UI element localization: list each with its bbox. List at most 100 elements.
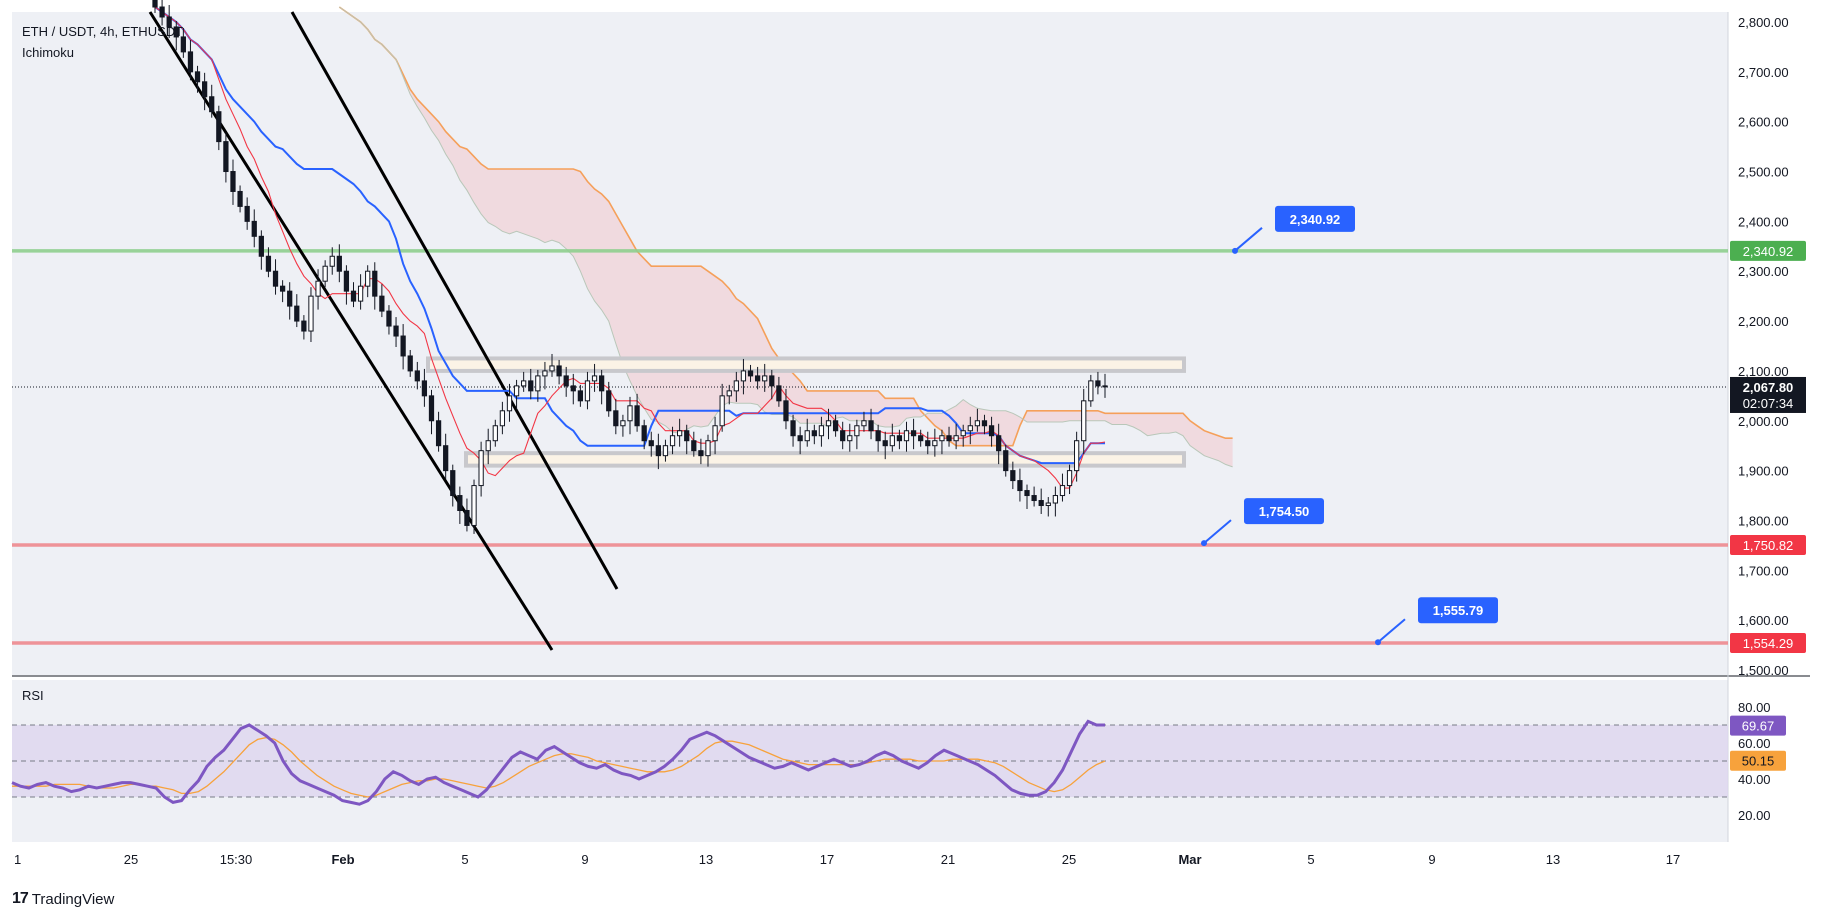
candle-body bbox=[896, 435, 903, 442]
candle-body bbox=[336, 255, 342, 272]
candle-body bbox=[1081, 400, 1087, 442]
candle bbox=[258, 230, 264, 270]
candle bbox=[832, 414, 839, 437]
candle-body bbox=[1038, 500, 1044, 507]
candle-body bbox=[925, 440, 931, 447]
rsi-tick: 40.00 bbox=[1738, 772, 1771, 787]
candle bbox=[684, 424, 690, 455]
candle bbox=[308, 287, 314, 343]
candle bbox=[677, 418, 683, 447]
time-tick: 9 bbox=[581, 852, 588, 867]
candle-body bbox=[343, 270, 350, 292]
candle bbox=[868, 408, 874, 440]
candle-body bbox=[875, 430, 881, 442]
candle bbox=[797, 426, 803, 455]
price-tick: 1,500.00 bbox=[1738, 663, 1789, 678]
candle bbox=[740, 358, 747, 395]
candle bbox=[301, 315, 307, 340]
indicator-label[interactable]: Ichimoku bbox=[22, 45, 75, 60]
candle bbox=[705, 434, 711, 467]
candle-body bbox=[974, 420, 981, 427]
candle-body bbox=[357, 285, 364, 302]
price-tick: 2,800.00 bbox=[1738, 15, 1789, 30]
callout-box bbox=[1418, 597, 1498, 624]
candle bbox=[634, 393, 640, 432]
candle bbox=[528, 368, 534, 400]
candle bbox=[272, 259, 279, 295]
candle-body bbox=[648, 440, 654, 447]
candle-body bbox=[627, 405, 633, 422]
candle bbox=[620, 414, 626, 437]
rsi-label[interactable]: RSI bbox=[22, 688, 44, 703]
candle-body bbox=[577, 390, 584, 402]
candle bbox=[1102, 373, 1108, 398]
callout-dot bbox=[1201, 540, 1207, 547]
candle bbox=[613, 398, 619, 435]
candle-body bbox=[584, 380, 591, 402]
candle bbox=[733, 371, 739, 402]
candle bbox=[457, 486, 463, 524]
candle bbox=[577, 384, 584, 407]
candle bbox=[932, 428, 938, 457]
candle bbox=[747, 364, 754, 382]
channel-upper bbox=[290, 11, 619, 590]
candle bbox=[230, 159, 236, 205]
candle bbox=[648, 431, 654, 457]
candle-body bbox=[287, 290, 293, 307]
callout-box bbox=[1275, 205, 1355, 232]
candle bbox=[1095, 371, 1101, 395]
candle-body bbox=[421, 380, 428, 397]
candle bbox=[712, 416, 718, 455]
candle-body bbox=[762, 375, 768, 382]
candle bbox=[861, 411, 867, 432]
callout: 1,754.50 bbox=[1201, 498, 1324, 547]
time-tick: 13 bbox=[1546, 852, 1560, 867]
candle bbox=[776, 376, 782, 407]
candle bbox=[216, 105, 222, 151]
candle-body bbox=[414, 370, 420, 382]
candle-body bbox=[407, 355, 413, 372]
candle bbox=[443, 433, 449, 480]
candle-body bbox=[882, 440, 888, 447]
candle bbox=[783, 388, 789, 430]
candle bbox=[563, 366, 569, 397]
rsi-tick: 20.00 bbox=[1738, 808, 1771, 823]
candle-body bbox=[173, 26, 179, 38]
candle bbox=[471, 479, 477, 534]
rsi-tick: 60.00 bbox=[1738, 736, 1771, 751]
candle-body bbox=[726, 390, 732, 397]
rsi-panel: 80.00 60.00 40.00 20.00 69.67 50.15 bbox=[11, 700, 1786, 823]
price-tick: 1,700.00 bbox=[1738, 563, 1789, 578]
candle bbox=[202, 72, 208, 111]
candle bbox=[591, 363, 598, 392]
time-tick: Feb bbox=[331, 852, 354, 867]
countdown-label: 02:07:34 bbox=[1743, 396, 1794, 411]
candle-body bbox=[570, 385, 576, 392]
rsi-ma-line bbox=[12, 736, 1106, 798]
candle-body bbox=[712, 425, 718, 442]
callout-label: 1,555.79 bbox=[1433, 603, 1484, 618]
candle-body bbox=[825, 420, 832, 427]
candle bbox=[542, 361, 548, 390]
callout: 2,340.92 bbox=[1232, 205, 1355, 254]
price-tick: 2,000.00 bbox=[1738, 414, 1789, 429]
candle bbox=[407, 349, 413, 377]
candle bbox=[1066, 464, 1073, 495]
range-zones bbox=[426, 356, 1186, 468]
candle-body bbox=[258, 235, 264, 257]
candle bbox=[981, 414, 988, 435]
candle bbox=[549, 353, 555, 377]
symbol-title[interactable]: ETH / USDT, 4h, ETHUSDT bbox=[22, 24, 184, 39]
candle-body bbox=[599, 375, 605, 392]
rsi-current-label: 69.67 bbox=[1742, 719, 1775, 734]
horizontal-levels bbox=[12, 249, 1728, 645]
candle-body bbox=[379, 295, 385, 312]
candle-body bbox=[797, 435, 803, 442]
candle-body bbox=[492, 425, 498, 442]
tradingview-brand[interactable]: 17 TradingView bbox=[12, 890, 114, 908]
candle-body bbox=[1074, 440, 1080, 472]
candle bbox=[910, 418, 917, 450]
candle bbox=[209, 84, 215, 118]
candle bbox=[414, 361, 420, 390]
